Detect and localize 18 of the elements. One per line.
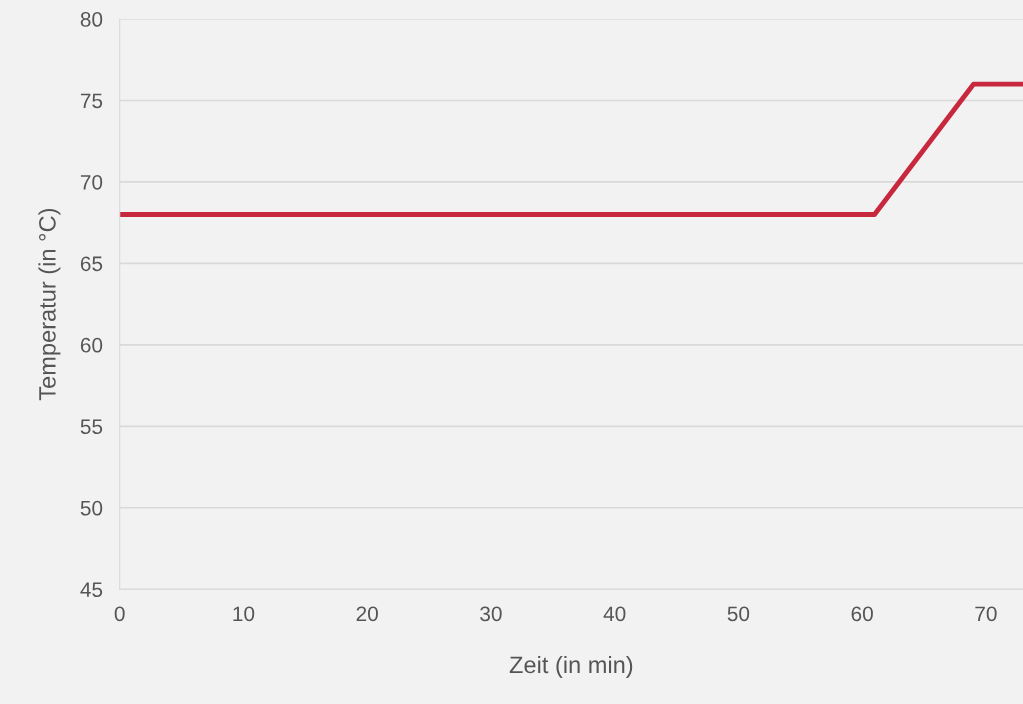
x-tick-label: 10 xyxy=(233,606,255,622)
y-tick-label: 45 xyxy=(80,582,103,597)
x-tick-label: 0 xyxy=(114,606,125,622)
y-tick-label: 55 xyxy=(80,419,103,435)
y-tick-label: 75 xyxy=(80,93,103,109)
x-tick-label: 20 xyxy=(356,606,378,622)
x-tick-label: 60 xyxy=(851,606,873,622)
x-tick-label: 40 xyxy=(603,606,626,622)
y-tick-label: 65 xyxy=(80,256,103,272)
y-tick-label: 70 xyxy=(80,174,103,190)
x-axis-title: Zeit (in min) xyxy=(509,655,633,678)
y-tick-label: 80 xyxy=(80,12,103,27)
x-tick-label: 70 xyxy=(975,606,997,622)
x-tick-label: 50 xyxy=(727,606,750,622)
y-tick-label: 50 xyxy=(80,500,103,516)
y-axis-title: Temperatur (in °C) xyxy=(38,209,61,401)
x-tick-label: 30 xyxy=(480,606,502,622)
y-tick-label: 60 xyxy=(80,337,103,353)
